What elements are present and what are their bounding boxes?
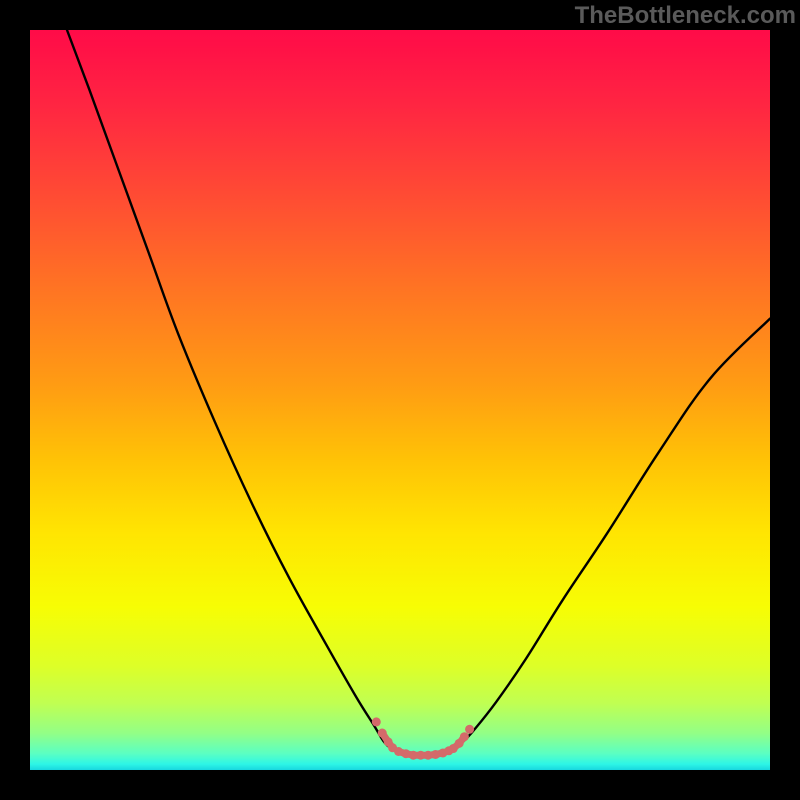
marker-left-line [382,733,392,748]
watermark-text: TheBottleneck.com [575,2,796,30]
marker-left-dot-0 [372,717,381,726]
marker-right-line [453,737,464,749]
plot-area [30,30,770,770]
marker-right-dot-3 [465,725,474,734]
marker-bottom-dot-5 [431,750,440,759]
bottleneck-curve [67,30,770,755]
marker-bottom-dot-1 [401,749,410,758]
curve-layer [30,30,770,770]
chart-stage: TheBottleneck.com [0,0,800,800]
